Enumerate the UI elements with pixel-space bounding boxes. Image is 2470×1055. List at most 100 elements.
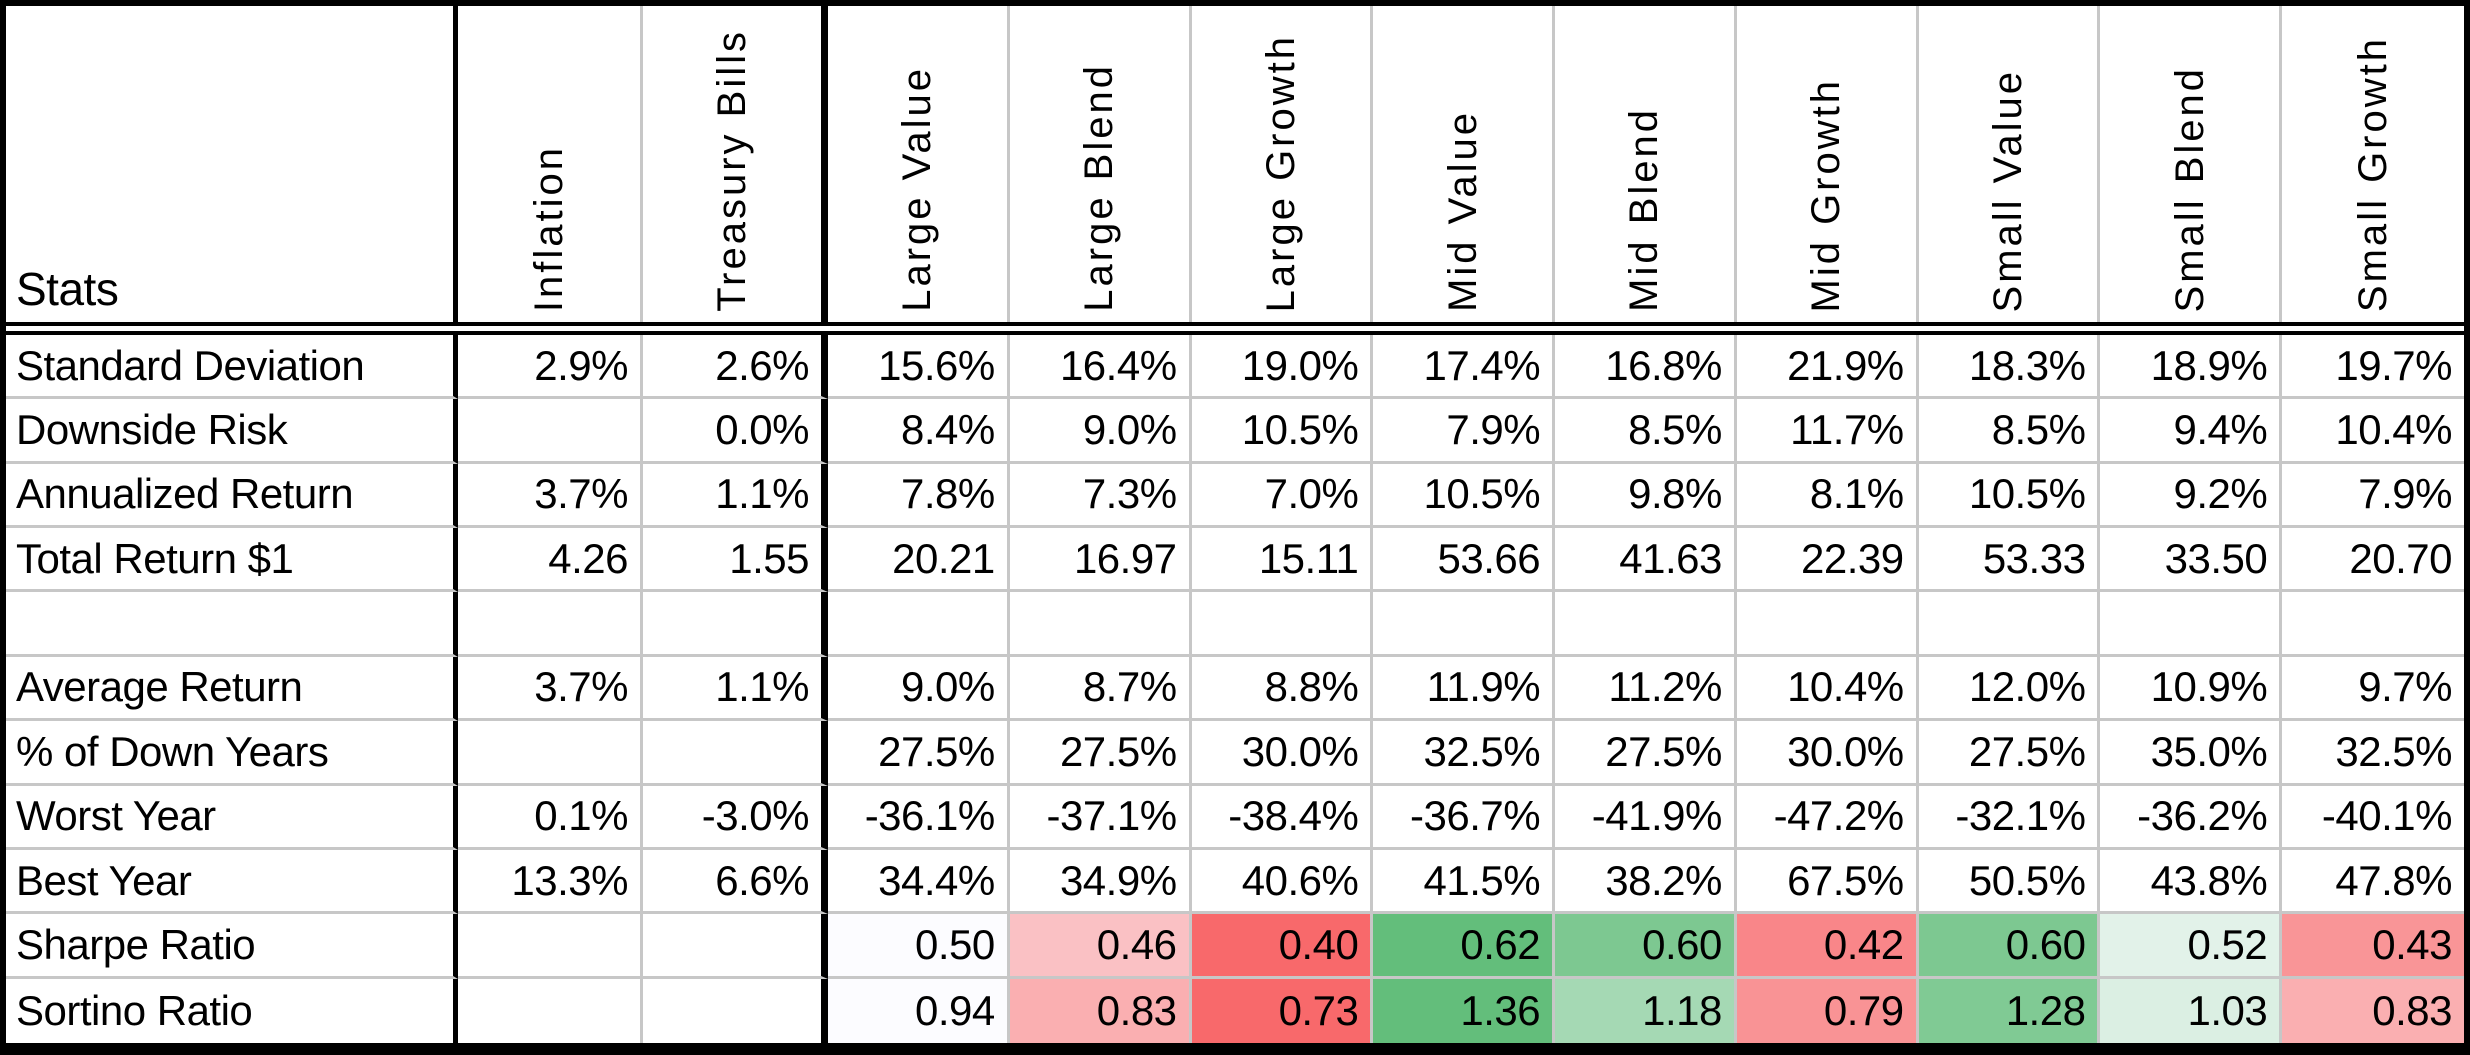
table-cell: 0.79 (1736, 978, 1919, 1043)
table-cell (828, 592, 1010, 657)
table-cell: 20.70 (2282, 528, 2464, 593)
column-header-large-growth: Large Growth (1191, 6, 1374, 322)
column-header-label: Inflation (527, 144, 571, 312)
row-label-of-down-years: % of Down Years (6, 721, 458, 786)
table-cell: 0.62 (1373, 914, 1556, 979)
table-cell: -36.2% (2100, 785, 2283, 850)
row-label-average-return: Average Return (6, 656, 458, 722)
column-header-small-value: Small Value (1918, 6, 2101, 322)
table-cell: 0.83 (2282, 978, 2464, 1043)
table-cell: 1.28 (1918, 978, 2101, 1043)
table-cell: 4.26 (458, 528, 643, 593)
table-cell: 1.18 (1555, 978, 1737, 1043)
table-cell: 0.42 (1736, 914, 1919, 979)
table-cell: 3.7% (458, 656, 643, 722)
column-header-inflation: Inflation (458, 6, 643, 322)
column-header-large-value: Large Value (828, 6, 1010, 322)
table-cell: 27.5% (1918, 721, 2101, 786)
table-cell: 0.60 (1555, 914, 1737, 979)
column-header-small-growth: Small Growth (2282, 6, 2464, 322)
column-header-label: Treasury Bills (710, 29, 754, 312)
table-cell: 47.8% (2282, 849, 2464, 915)
column-header-small-blend: Small Blend (2100, 6, 2283, 322)
table-cell: 12.0% (1918, 656, 2101, 722)
table-cell (643, 721, 828, 786)
table-cell: 67.5% (1736, 849, 1919, 915)
table-cell (1191, 592, 1374, 657)
table-cell: -47.2% (1736, 785, 1919, 850)
table-cell: 8.8% (1191, 656, 1374, 722)
table-cell: 18.9% (2100, 335, 2283, 400)
table-cell (458, 399, 643, 464)
table-cell: 10.9% (2100, 656, 2283, 722)
table-cell: 0.50 (828, 914, 1010, 979)
column-header-mid-growth: Mid Growth (1736, 6, 1919, 322)
row-label-blank (6, 592, 458, 657)
table-cell (643, 978, 828, 1043)
column-header-label: Large Blend (1077, 63, 1122, 312)
header-divider (6, 322, 2464, 335)
table-cell: 35.0% (2100, 721, 2283, 786)
table-cell: -38.4% (1191, 785, 1374, 850)
table-cell: 18.3% (1918, 335, 2101, 400)
column-header-label: Small Blend (2167, 65, 2212, 312)
table-cell: 8.5% (1918, 399, 2101, 464)
table-cell: 0.46 (1009, 914, 1192, 979)
table-cell: 0.52 (2100, 914, 2283, 979)
table-cell: 16.8% (1555, 335, 1737, 400)
table-cell: -32.1% (1918, 785, 2101, 850)
table-cell: 9.7% (2282, 656, 2464, 722)
row-label-standard-deviation: Standard Deviation (6, 335, 458, 400)
column-header-treasury-bills: Treasury Bills (643, 6, 828, 322)
table-cell: 1.55 (643, 528, 828, 593)
table-cell: 30.0% (1736, 721, 1919, 786)
table-cell: 7.8% (828, 463, 1010, 529)
table-cell: 1.1% (643, 463, 828, 529)
table-cell: 0.1% (458, 785, 643, 850)
row-label-annualized-return: Annualized Return (6, 463, 458, 529)
column-header-label: Mid Blend (1622, 107, 1667, 312)
table-cell: 33.50 (2100, 528, 2283, 593)
table-cell: 8.1% (1736, 463, 1919, 529)
table-cell: 10.4% (1736, 656, 1919, 722)
table-cell: 40.6% (1191, 849, 1374, 915)
table-cell (2100, 592, 2283, 657)
table-cell: -41.9% (1555, 785, 1737, 850)
table-cell (1918, 592, 2101, 657)
table-cell: 9.4% (2100, 399, 2283, 464)
table-cell: 7.9% (1373, 399, 1556, 464)
column-header-label: Small Growth (2351, 35, 2396, 312)
row-label-total-return-1: Total Return $1 (6, 528, 458, 593)
row-label-best-year: Best Year (6, 849, 458, 915)
table-cell: -37.1% (1009, 785, 1192, 850)
table-cell: 21.9% (1736, 335, 1919, 400)
table-cell (458, 721, 643, 786)
table-cell (1009, 592, 1192, 657)
table-cell: 9.2% (2100, 463, 2283, 529)
table-cell: 7.3% (1009, 463, 1192, 529)
table-cell: 15.11 (1191, 528, 1374, 593)
table-cell: 0.60 (1918, 914, 2101, 979)
table-cell: 53.66 (1373, 528, 1556, 593)
table-cell: 8.4% (828, 399, 1010, 464)
table-cell: 0.40 (1191, 914, 1374, 979)
table-cell: 30.0% (1191, 721, 1374, 786)
table-cell (643, 592, 828, 657)
row-label-sharpe-ratio: Sharpe Ratio (6, 914, 458, 979)
table-cell: 17.4% (1373, 335, 1556, 400)
table-cell: 34.9% (1009, 849, 1192, 915)
table-cell: 9.0% (1009, 399, 1192, 464)
column-header-mid-blend: Mid Blend (1555, 6, 1737, 322)
table-cell: 10.5% (1918, 463, 2101, 529)
table-cell: -3.0% (643, 785, 828, 850)
table-cell: 43.8% (2100, 849, 2283, 915)
column-header-label: Mid Growth (1804, 77, 1849, 313)
table-cell: 0.83 (1009, 978, 1192, 1043)
table-cell: 16.97 (1009, 528, 1192, 593)
table-cell: 34.4% (828, 849, 1010, 915)
table-cell: 32.5% (1373, 721, 1556, 786)
table-cell: 50.5% (1918, 849, 2101, 915)
table-cell: 10.5% (1373, 463, 1556, 529)
column-header-label: Large Value (895, 66, 940, 312)
column-header-label: Small Value (1986, 68, 2031, 312)
